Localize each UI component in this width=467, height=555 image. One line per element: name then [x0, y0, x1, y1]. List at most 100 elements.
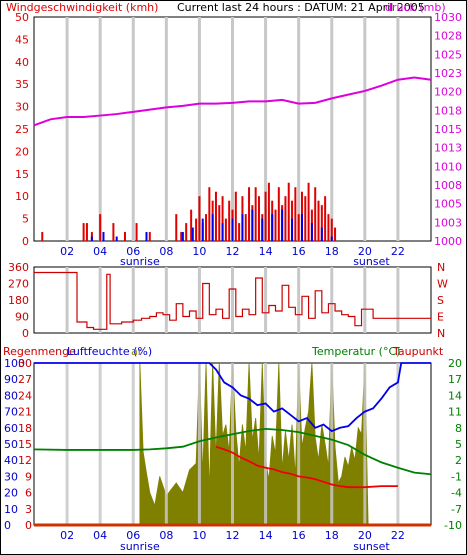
wind-gust-bar	[261, 218, 264, 241]
rain-tick-label: 24	[18, 389, 32, 402]
humidity-tick-label: 60	[4, 422, 18, 435]
wind-speed-bar	[112, 223, 115, 241]
hour-tick-label: 04	[93, 529, 107, 542]
wind-direction-line	[34, 271, 431, 330]
humidity-tick-label: 20	[4, 487, 18, 500]
compass-tick-label: E	[437, 311, 444, 324]
wind-speed-bar	[254, 187, 257, 241]
pressure-y-tick-label: 1010	[434, 160, 462, 173]
hour-tick-label: 14	[259, 529, 273, 542]
pressure-y-tick-label: 1005	[434, 198, 462, 211]
wind-gust-bar	[115, 236, 118, 241]
pressure-y-tick-label: 1013	[434, 142, 462, 155]
wind-speed-bar	[228, 200, 231, 241]
pressure-y-tick-label: 1003	[434, 216, 462, 229]
rain-title: Regenmenge	[3, 345, 76, 358]
hour-tick-label: 12	[226, 529, 240, 542]
wind-gust-bar	[330, 236, 333, 241]
rain-tick-label: 3	[25, 503, 32, 516]
hour-tick-label: 10	[192, 245, 206, 258]
rain-tick-label: 0	[25, 519, 32, 532]
humidity-line	[34, 362, 431, 433]
direction-y-tick-label: 180	[8, 294, 29, 307]
humidity-tick-label: 0	[4, 519, 11, 532]
current-date-caption: Current last 24 hours : DATUM: 21 April …	[177, 1, 425, 14]
wind-y-tick-label: 10	[15, 190, 29, 203]
wind-gust-bar	[231, 218, 234, 241]
wind-gust-bar	[310, 223, 313, 241]
hour-tick-label: 22	[391, 529, 405, 542]
hour-tick-label: 02	[60, 245, 74, 258]
pressure-line	[33, 76, 432, 127]
temperature-tick-label: -1	[451, 470, 462, 483]
hour-tick-label: 06	[126, 245, 140, 258]
pressure-y-tick-label: 1028	[434, 30, 462, 43]
humidity-temperature-panel: 0 10 20 30 40 50 60 70 80 90 100 0 3 6 9 12 15 18 21 24 27 30…	[4, 357, 462, 553]
pressure-y-tick-label: 1018	[434, 104, 462, 117]
wind-speed-bar	[327, 214, 330, 241]
sunset-label: sunset	[353, 540, 390, 553]
wind-pressure-panel: 0510152025303540455010001003100510081010…	[15, 11, 462, 268]
wind-gust-bar	[201, 218, 204, 241]
hour-tick-label: 16	[292, 245, 306, 258]
rain-tick-label: 30	[18, 357, 32, 370]
humidity-tick-label: 30	[4, 470, 18, 483]
wind-speed-bar	[123, 232, 126, 241]
dewpoint-title: Taupunkt	[392, 345, 444, 358]
pressure-y-tick-label: 1030	[434, 11, 462, 24]
wind-speed-bar	[248, 187, 251, 241]
wind-y-tick-label: 0	[22, 235, 29, 248]
hour-tick-label: 20	[358, 245, 372, 258]
wind-gust-bar	[271, 214, 274, 241]
wind-y-tick-label: 35	[15, 78, 29, 91]
wind-speed-bar	[180, 232, 183, 241]
humidity-tick-label: 100	[4, 357, 25, 370]
temperature-tick-label: 5	[455, 438, 462, 451]
rain-tick-label: 9	[25, 470, 32, 483]
wind-speed-bar	[274, 209, 277, 241]
hour-tick-label: 20	[358, 529, 372, 542]
wind-speed-bar	[195, 218, 198, 241]
pressure-y-tick-label: 1008	[434, 179, 462, 192]
humidity-tick-label: 80	[4, 389, 18, 402]
wind-speed-bar	[208, 187, 211, 241]
rain-tick-label: 18	[18, 422, 32, 435]
wind-chart-title: Windgeschwindigkeit (kmh)	[6, 1, 158, 14]
wind-gust-bar	[211, 214, 214, 241]
wind-speed-bar	[294, 187, 297, 241]
wind-speed-bar	[267, 182, 270, 241]
hour-tick-label: 02	[60, 529, 74, 542]
direction-y-tick-label: 270	[8, 278, 29, 291]
rain-tick-label: 6	[25, 487, 32, 500]
wind-speed-bar	[264, 191, 267, 241]
hour-tick-label: 10	[192, 529, 206, 542]
wind-gust-bar	[300, 214, 303, 241]
rain-tick-label: 27	[18, 373, 32, 386]
wind-speed-bar	[190, 209, 193, 241]
wind-speed-bar	[198, 196, 201, 241]
wind-gust-bar	[181, 232, 184, 241]
sunrise-label: sunrise	[120, 540, 160, 553]
humidity-tick-label: 70	[4, 406, 18, 419]
wind-speed-bar	[284, 196, 287, 241]
wind-speed-bar	[334, 227, 337, 241]
wind-speed-bar	[41, 232, 44, 241]
wind-y-tick-label: 30	[15, 101, 29, 114]
pressure-y-tick-label: 1000	[434, 235, 462, 248]
wind-speed-bar	[82, 223, 85, 241]
sunset-label: sunset	[353, 255, 390, 268]
rain-tick-label: 12	[18, 454, 32, 467]
compass-tick-label: N	[437, 327, 445, 340]
temperature-tick-label: 8	[455, 422, 462, 435]
wind-speed-bar	[257, 196, 260, 241]
hour-tick-label: 06	[126, 529, 140, 542]
wind-speed-bar	[324, 196, 327, 241]
wind-y-tick-label: 25	[15, 123, 29, 136]
wind-gust-bar	[291, 218, 294, 241]
wind-gust-bar	[281, 209, 284, 241]
wind-speed-bar	[317, 200, 320, 241]
wind-speed-bar	[244, 214, 247, 241]
temperature-tick-label: 11	[448, 406, 462, 419]
